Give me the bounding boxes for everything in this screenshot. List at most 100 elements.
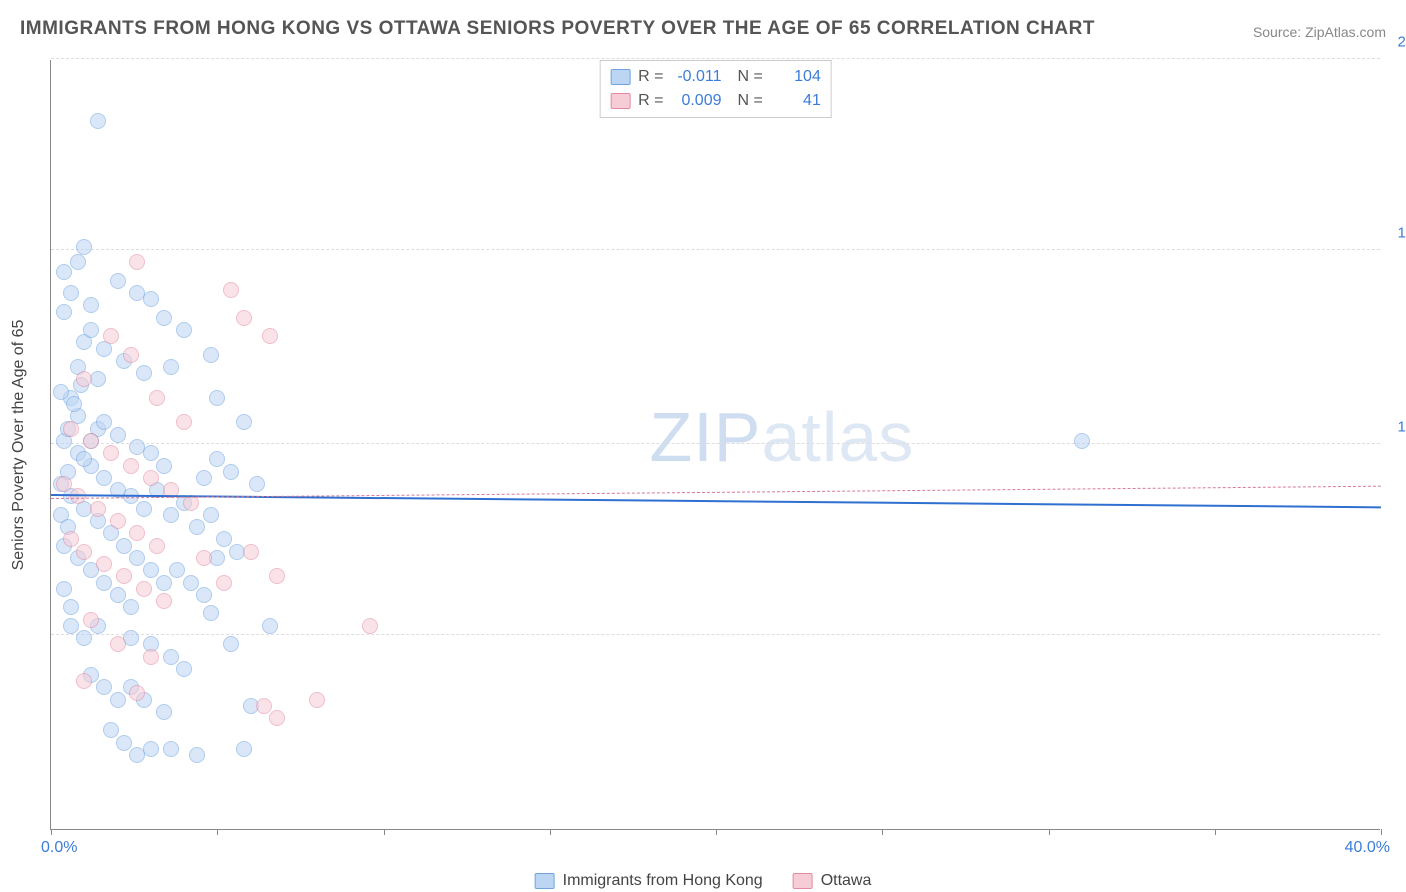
watermark: ZIPatlas [650,397,915,477]
data-point [189,519,205,535]
data-point [223,282,239,298]
data-point [196,550,212,566]
data-point [76,630,92,646]
y-axis-title: Seniors Poverty Over the Age of 65 [10,319,28,570]
data-point [110,692,126,708]
watermark-thin: atlas [761,398,914,476]
data-point [103,445,119,461]
data-point [63,531,79,547]
series-legend: Immigrants from Hong Kong Ottawa [535,872,872,890]
r-value: 0.009 [672,89,722,113]
legend-swatch [535,873,555,889]
data-point [269,568,285,584]
data-point [143,741,159,757]
x-tick [51,829,52,835]
data-point [76,239,92,255]
legend-swatch [610,93,630,109]
data-point [176,661,192,677]
data-point [110,636,126,652]
data-point [96,414,112,430]
legend-label: Immigrants from Hong Kong [563,872,763,890]
r-value: -0.011 [672,65,722,89]
data-point [110,587,126,603]
data-point [53,384,69,400]
data-point [309,692,325,708]
data-point [129,525,145,541]
data-point [123,347,139,363]
data-point [196,470,212,486]
data-point [70,488,86,504]
chart-title: IMMIGRANTS FROM HONG KONG VS OTTAWA SENI… [20,18,1095,40]
data-point [143,470,159,486]
data-point [203,507,219,523]
data-point [123,458,139,474]
data-point [1074,433,1090,449]
x-tick [716,829,717,835]
data-point [143,445,159,461]
data-point [66,396,82,412]
x-axis-max-label: 40.0% [1345,839,1390,857]
data-point [110,427,126,443]
data-point [163,359,179,375]
data-point [83,322,99,338]
legend-swatch [610,69,630,85]
data-point [256,698,272,714]
x-axis-min-label: 0.0% [41,839,77,857]
data-point [216,531,232,547]
data-point [216,575,232,591]
n-label: N = [738,65,763,89]
n-label: N = [738,89,763,113]
data-point [70,254,86,270]
data-point [156,458,172,474]
data-point [156,310,172,326]
legend-item: Immigrants from Hong Kong [535,872,763,890]
data-point [56,581,72,597]
data-point [83,612,99,628]
data-point [189,747,205,763]
data-point [103,722,119,738]
r-label: R = [638,65,663,89]
data-point [236,310,252,326]
data-point [143,649,159,665]
data-point [269,710,285,726]
data-point [163,649,179,665]
data-point [63,285,79,301]
data-point [236,414,252,430]
legend-label: Ottawa [821,872,872,890]
data-point [76,673,92,689]
gridline [51,58,1380,59]
data-point [183,575,199,591]
data-point [116,735,132,751]
y-tick-label: 25.0% [1385,34,1406,51]
data-point [169,562,185,578]
correlation-row: R =-0.011N =104 [610,65,821,89]
correlation-legend: R =-0.011N =104R =0.009N =41 [599,60,832,118]
data-point [116,538,132,554]
n-value: 41 [771,89,821,113]
data-point [116,568,132,584]
x-tick [1381,829,1382,835]
y-tick-label: 12.5% [1385,419,1406,436]
data-point [96,679,112,695]
data-point [56,304,72,320]
gridline [51,443,1380,444]
data-point [129,254,145,270]
data-point [129,550,145,566]
x-tick [882,829,883,835]
data-point [76,451,92,467]
data-point [103,328,119,344]
x-tick [550,829,551,835]
data-point [163,507,179,523]
y-tick-label: 6.3% [1385,609,1406,626]
data-point [149,390,165,406]
data-point [76,544,92,560]
x-tick [217,829,218,835]
data-point [156,593,172,609]
data-point [223,464,239,480]
x-tick [1215,829,1216,835]
data-point [262,618,278,634]
data-point [76,371,92,387]
data-point [156,704,172,720]
watermark-bold: ZIP [650,398,762,476]
data-point [243,544,259,560]
